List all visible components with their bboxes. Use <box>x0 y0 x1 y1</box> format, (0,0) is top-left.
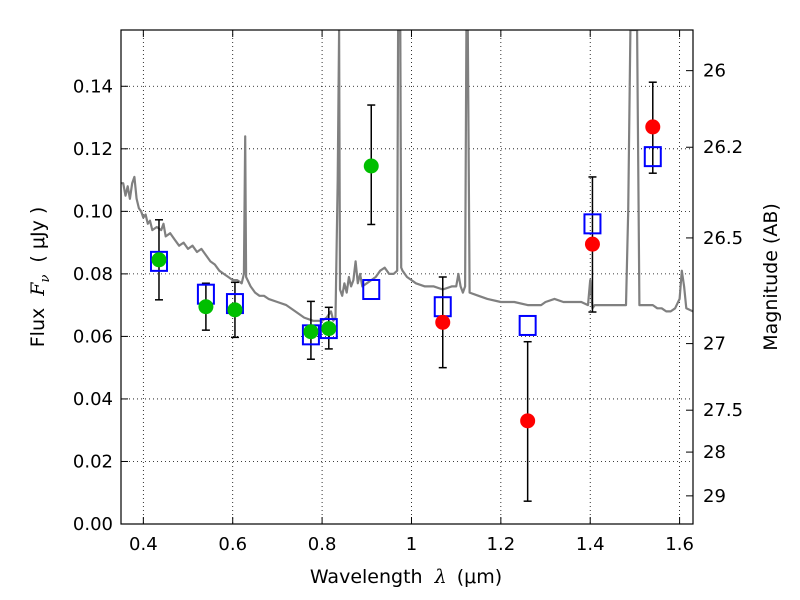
y-tick-label: 0.12 <box>73 139 113 160</box>
data-point <box>435 314 451 330</box>
data-point <box>303 324 319 340</box>
x-tick-label: 1.6 <box>665 534 694 555</box>
x-axis-label: Wavelength λ (μm) <box>310 566 502 588</box>
axis-ticks: 0.4 0.6 0.8 1 1.2 1.4 1.6 0.00 0.02 0.04 0.06 0.08 0… <box>73 30 743 555</box>
x-tick-label: 1.4 <box>576 534 605 555</box>
x-tick-label: 0.6 <box>218 534 247 555</box>
plot-frame <box>120 29 694 525</box>
y2-tick-label: 28 <box>703 442 726 463</box>
y-tick-label: 0.10 <box>73 201 113 222</box>
y2-tick-label: 27 <box>703 334 726 355</box>
model-photometry-square <box>583 213 602 235</box>
data-point <box>151 252 167 268</box>
model-photometry-square <box>362 279 381 301</box>
data-point <box>645 119 661 135</box>
model-photometry-square <box>643 146 662 168</box>
data-point <box>227 302 243 318</box>
y2-tick-label: 26.5 <box>703 228 743 249</box>
data-point <box>198 299 214 315</box>
model-photometry-square <box>319 318 338 340</box>
model-sed-line <box>121 30 693 322</box>
y-tick-label: 0.08 <box>73 264 113 285</box>
y2-tick-label: 27.5 <box>703 400 743 421</box>
y-tick-label: 0.00 <box>73 514 113 535</box>
model-photometry-square <box>518 314 537 336</box>
model-photometry-square <box>149 250 168 272</box>
data-point <box>321 321 337 337</box>
x-tick-label: 1 <box>406 534 417 555</box>
y-tick-label: 0.04 <box>73 389 113 410</box>
data-point <box>520 413 536 429</box>
y2-tick-label: 26 <box>703 61 726 82</box>
y2-tick-label: 29 <box>703 486 726 507</box>
plot-area <box>121 30 693 502</box>
x-tick-label: 0.4 <box>129 534 158 555</box>
data-point <box>363 158 379 174</box>
y-tick-label: 0.06 <box>73 326 113 347</box>
y-axis-label: Flux Fν ( μJy ) <box>27 207 54 348</box>
data-point <box>584 236 600 252</box>
y-tick-label: 0.02 <box>73 451 113 472</box>
y2-tick-label: 26.2 <box>703 137 743 158</box>
x-tick-label: 0.8 <box>308 534 337 555</box>
x-tick-label: 1.2 <box>487 534 516 555</box>
y-tick-label: 0.14 <box>73 76 113 97</box>
y2-axis-label: Magnitude (AB) <box>760 203 782 351</box>
